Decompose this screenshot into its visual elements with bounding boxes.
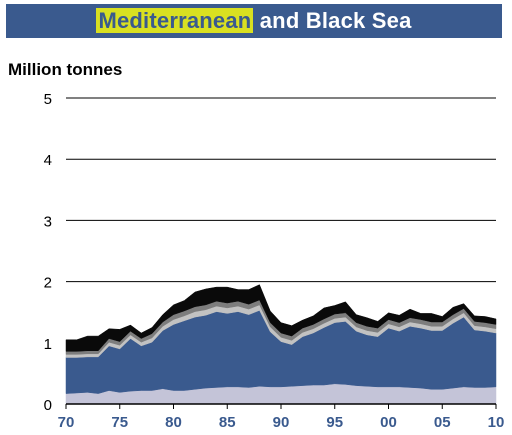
area-series-5	[65, 284, 497, 352]
chart-title-bar: Mediterranean and Black Sea	[6, 4, 502, 38]
y-tick-label: 2	[44, 275, 52, 292]
stacked-areas	[65, 284, 497, 405]
y-tick-label: 0	[44, 397, 52, 414]
chart-title: Mediterranean and Black Sea	[96, 8, 411, 34]
axes: 0 1 2 3 4 5 70 75 80 85 90 95 00 05 10	[44, 91, 505, 431]
x-tick-label: 95	[326, 414, 343, 431]
x-tick-label: 10	[488, 414, 505, 431]
x-tick-label: 75	[111, 414, 128, 431]
gridlines	[66, 97, 496, 344]
y-tick-label: 4	[44, 152, 52, 169]
chart-title-rest: and Black Sea	[253, 8, 412, 33]
y-tick-label: 3	[44, 213, 52, 230]
x-tick-label: 80	[165, 414, 182, 431]
x-tick-label: 70	[58, 414, 75, 431]
y-tick-label: 1	[44, 336, 52, 353]
y-tick-label: 5	[44, 91, 52, 108]
x-tick-label: 05	[434, 414, 451, 431]
y-axis-unit-label: Million tonnes	[8, 60, 123, 79]
x-tick-label: 00	[380, 414, 397, 431]
chart-title-highlight: Mediterranean	[96, 8, 254, 33]
x-tick-label: 90	[273, 414, 290, 431]
x-tick-label: 85	[219, 414, 236, 431]
